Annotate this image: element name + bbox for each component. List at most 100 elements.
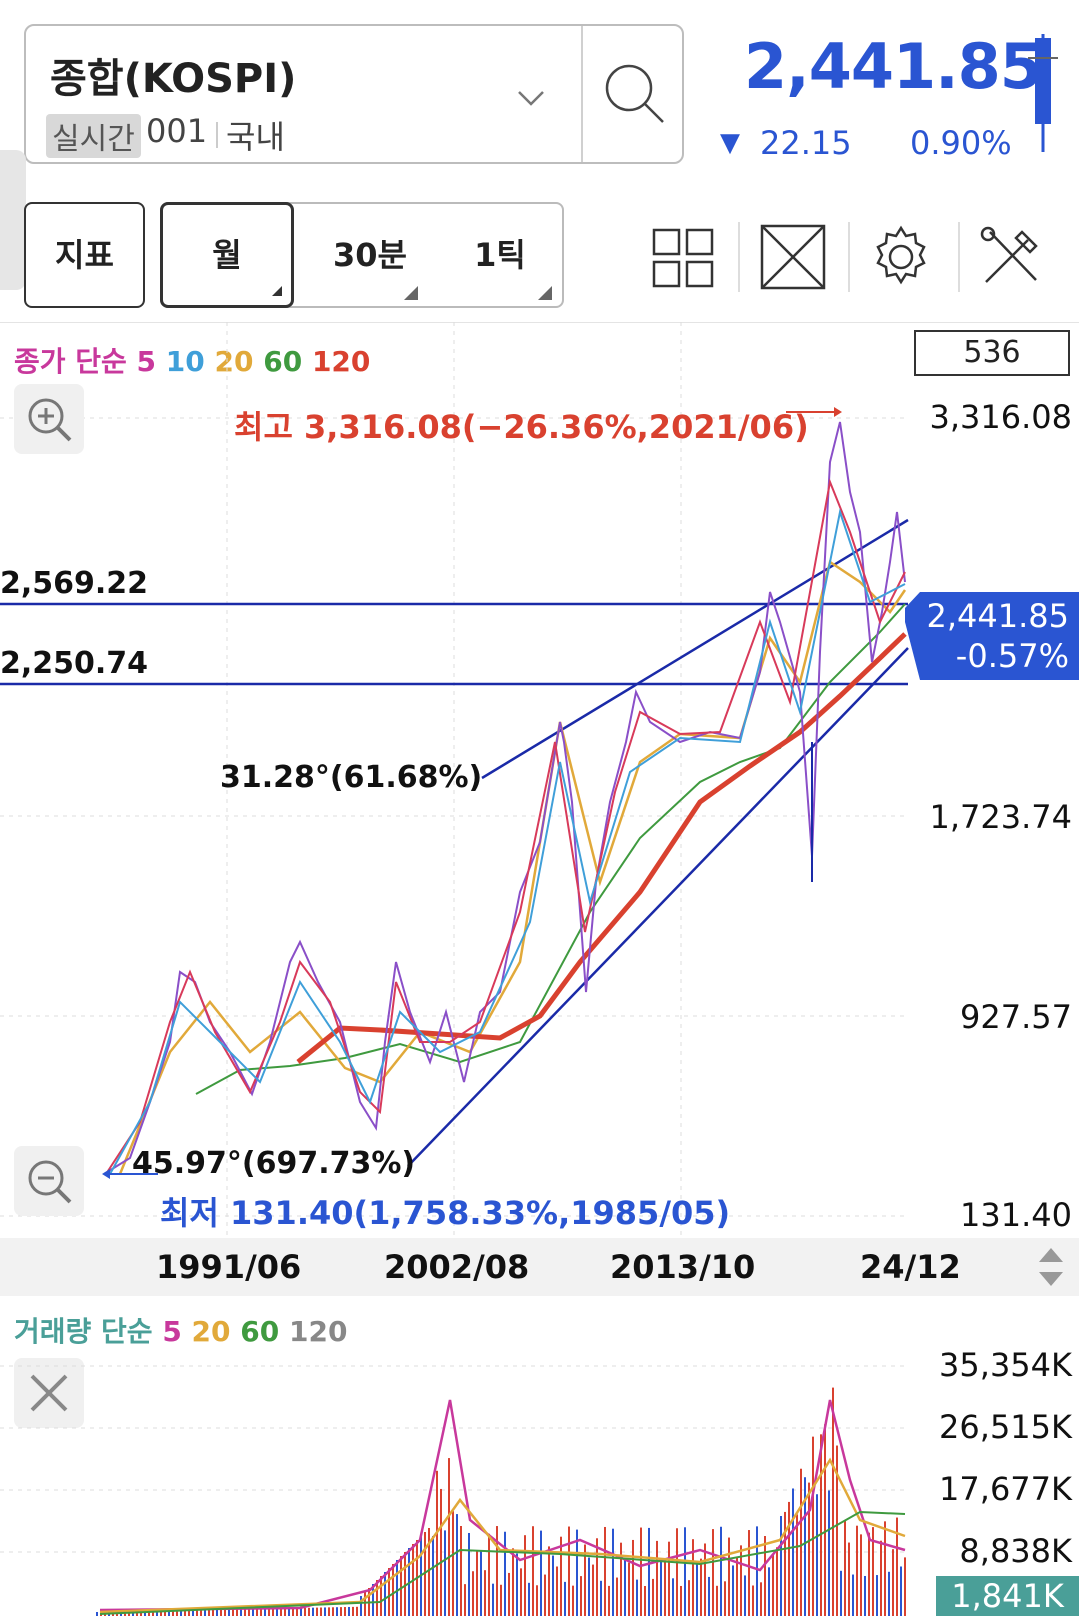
close-volume-button[interactable] bbox=[14, 1358, 84, 1428]
zoom-out-button[interactable] bbox=[14, 1146, 84, 1216]
period-30min-button[interactable]: 30분 bbox=[333, 236, 407, 274]
y-label-min: 131.40 bbox=[960, 1196, 1072, 1234]
volume-bar bbox=[148, 1610, 150, 1616]
volume-bar bbox=[580, 1576, 582, 1616]
current-price-tag-value: 2,441.85 bbox=[926, 597, 1070, 635]
current-price-tag: 2,441.85 -0.57% bbox=[920, 592, 1079, 680]
code-divider bbox=[216, 122, 218, 148]
volume-bar bbox=[348, 1606, 350, 1616]
chevron-down-icon[interactable] bbox=[516, 82, 546, 115]
vol-legend-ma60: 60 bbox=[240, 1315, 280, 1348]
vol-legend-ma5: 5 bbox=[162, 1315, 182, 1348]
volume-bar bbox=[96, 1612, 98, 1616]
volume-bar bbox=[308, 1607, 310, 1616]
volume-bar bbox=[692, 1539, 694, 1616]
indicator-button[interactable]: 지표 bbox=[24, 202, 145, 308]
period-1tick-button[interactable]: 1틱 bbox=[474, 236, 526, 274]
volume-bar bbox=[456, 1514, 458, 1616]
volume-bar bbox=[664, 1560, 666, 1616]
volume-bar bbox=[508, 1572, 510, 1616]
search-button[interactable] bbox=[583, 26, 684, 162]
volume-bar bbox=[724, 1581, 726, 1616]
volume-bar bbox=[496, 1526, 498, 1616]
price-chart[interactable] bbox=[0, 322, 1079, 1238]
tools-icon[interactable] bbox=[976, 222, 1046, 292]
legend-ma60: 60 bbox=[263, 345, 303, 378]
volume-bar bbox=[848, 1542, 850, 1616]
volume-bar bbox=[160, 1610, 162, 1616]
volume-bar bbox=[236, 1609, 238, 1616]
stock-search-box[interactable]: 종합(KOSPI) 실시간 001 국내 bbox=[24, 24, 684, 164]
volume-bar bbox=[536, 1585, 538, 1616]
volume-bar bbox=[584, 1544, 586, 1616]
volume-bar bbox=[764, 1536, 766, 1616]
volume-chart[interactable] bbox=[0, 1340, 1079, 1616]
change-value: 22.15 bbox=[760, 124, 852, 162]
y-label-3: 927.57 bbox=[960, 998, 1072, 1036]
volume-bar bbox=[376, 1580, 378, 1616]
volume-bar bbox=[360, 1596, 362, 1616]
volume-bar bbox=[184, 1610, 186, 1616]
y-label-max: 3,316.08 bbox=[929, 398, 1073, 436]
volume-bar bbox=[364, 1592, 366, 1616]
volume-bar bbox=[512, 1548, 514, 1616]
ma5-line bbox=[105, 478, 906, 1175]
current-price-tag-pct: -0.57% bbox=[955, 637, 1069, 675]
volume-bar bbox=[772, 1554, 774, 1616]
search-icon bbox=[605, 64, 664, 123]
x-axis[interactable] bbox=[0, 1238, 1079, 1296]
volume-bar bbox=[300, 1607, 302, 1616]
volume-bar bbox=[832, 1387, 834, 1616]
scroll-updown-icon[interactable] bbox=[1036, 1244, 1066, 1294]
volume-bar bbox=[612, 1528, 614, 1616]
volume-bar bbox=[492, 1583, 494, 1616]
volume-bar bbox=[760, 1582, 762, 1616]
vol-ma60-line bbox=[99, 1510, 906, 1615]
volume-bar bbox=[556, 1566, 558, 1616]
volume-bar bbox=[604, 1526, 606, 1616]
volume-bar bbox=[224, 1609, 226, 1616]
volume-bar bbox=[672, 1578, 674, 1616]
volume-bars bbox=[96, 1387, 906, 1616]
x-label-4: 24/12 bbox=[860, 1248, 961, 1286]
volume-bar bbox=[384, 1572, 386, 1616]
volume-bar bbox=[288, 1608, 290, 1616]
volume-bar bbox=[320, 1607, 322, 1616]
volume-bar bbox=[164, 1610, 166, 1616]
volume-bar bbox=[500, 1584, 502, 1616]
volume-bar bbox=[800, 1468, 802, 1616]
gear-icon[interactable] bbox=[866, 222, 936, 292]
volume-bar bbox=[444, 1530, 446, 1616]
volume-bar bbox=[860, 1534, 862, 1616]
side-handle[interactable] bbox=[0, 150, 26, 290]
fullscreen-icon[interactable] bbox=[758, 222, 828, 292]
volume-bar bbox=[396, 1560, 398, 1616]
realtime-badge: 실시간 bbox=[46, 114, 141, 158]
volume-bar bbox=[448, 1458, 450, 1616]
candle-count[interactable]: 536 bbox=[914, 330, 1070, 376]
angle-upper: 31.28°(61.68%) bbox=[220, 760, 483, 795]
volume-bar bbox=[344, 1607, 346, 1616]
volume-bar bbox=[620, 1542, 622, 1616]
volume-bar bbox=[592, 1564, 594, 1616]
stock-code: 001 bbox=[146, 112, 208, 150]
volume-bar bbox=[540, 1530, 542, 1616]
volume-bar bbox=[436, 1470, 438, 1616]
period-month-button[interactable]: 월 bbox=[160, 202, 294, 308]
volume-bar bbox=[636, 1579, 638, 1616]
vol-label-2: 26,515K bbox=[939, 1408, 1072, 1446]
volume-bar bbox=[332, 1607, 334, 1616]
vol-legend-ma20: 20 bbox=[191, 1315, 231, 1348]
volume-bar bbox=[220, 1609, 222, 1616]
grid-layout-icon[interactable] bbox=[650, 222, 720, 292]
volume-bar bbox=[476, 1550, 478, 1616]
volume-bar bbox=[900, 1566, 902, 1616]
volume-bar bbox=[204, 1609, 206, 1616]
zoom-in-button[interactable] bbox=[14, 384, 84, 454]
volume-bar bbox=[316, 1607, 318, 1616]
hline-low-label: 2,250.74 bbox=[0, 646, 149, 681]
volume-bar bbox=[188, 1610, 190, 1616]
volume-bar bbox=[804, 1477, 806, 1616]
volume-bar bbox=[888, 1571, 890, 1616]
tick-dropdown-icon bbox=[538, 286, 552, 300]
